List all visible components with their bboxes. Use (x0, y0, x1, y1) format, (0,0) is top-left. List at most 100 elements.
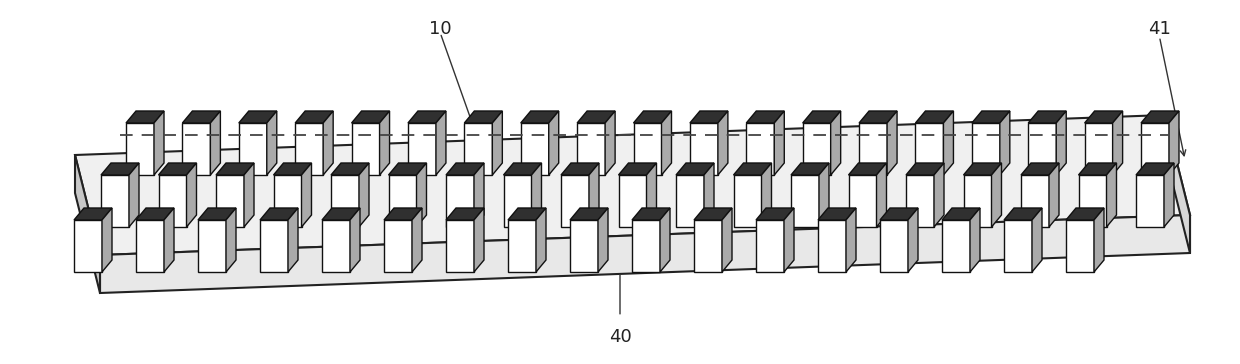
Polygon shape (1141, 111, 1179, 123)
Polygon shape (1004, 208, 1042, 220)
Polygon shape (908, 208, 918, 272)
Polygon shape (322, 208, 360, 220)
Polygon shape (746, 123, 774, 175)
Polygon shape (1094, 208, 1104, 272)
Polygon shape (474, 208, 484, 272)
Polygon shape (661, 111, 672, 175)
Polygon shape (605, 111, 615, 175)
Polygon shape (211, 111, 221, 175)
Polygon shape (301, 163, 311, 227)
Polygon shape (734, 175, 761, 227)
Polygon shape (646, 163, 656, 227)
Polygon shape (1032, 208, 1042, 272)
Polygon shape (446, 220, 474, 272)
Polygon shape (619, 175, 646, 227)
Polygon shape (718, 111, 728, 175)
Polygon shape (570, 220, 598, 272)
Polygon shape (216, 163, 254, 175)
Polygon shape (260, 220, 288, 272)
Polygon shape (464, 123, 492, 175)
Polygon shape (464, 111, 502, 123)
Polygon shape (74, 208, 112, 220)
Polygon shape (689, 111, 728, 123)
Polygon shape (846, 208, 856, 272)
Polygon shape (74, 155, 100, 293)
Polygon shape (198, 208, 236, 220)
Polygon shape (598, 208, 608, 272)
Polygon shape (859, 111, 897, 123)
Polygon shape (676, 163, 714, 175)
Polygon shape (136, 208, 174, 220)
Polygon shape (746, 111, 784, 123)
Polygon shape (521, 123, 549, 175)
Polygon shape (963, 163, 1002, 175)
Text: 40: 40 (609, 328, 631, 345)
Polygon shape (632, 220, 660, 272)
Polygon shape (164, 208, 174, 272)
Polygon shape (352, 111, 389, 123)
Polygon shape (906, 163, 944, 175)
Polygon shape (274, 163, 311, 175)
Polygon shape (503, 163, 542, 175)
Polygon shape (100, 163, 139, 175)
Polygon shape (1028, 123, 1056, 175)
Polygon shape (676, 175, 704, 227)
Text: 41: 41 (1148, 20, 1171, 38)
Polygon shape (963, 175, 992, 227)
Polygon shape (549, 111, 559, 175)
Polygon shape (384, 208, 422, 220)
Polygon shape (1056, 111, 1066, 175)
Polygon shape (589, 163, 599, 227)
Polygon shape (1066, 220, 1094, 272)
Polygon shape (295, 111, 334, 123)
Polygon shape (159, 163, 196, 175)
Polygon shape (508, 220, 536, 272)
Polygon shape (295, 123, 324, 175)
Polygon shape (1112, 111, 1122, 175)
Polygon shape (239, 111, 277, 123)
Polygon shape (267, 111, 277, 175)
Polygon shape (536, 208, 546, 272)
Polygon shape (136, 220, 164, 272)
Polygon shape (818, 220, 846, 272)
Polygon shape (970, 208, 980, 272)
Polygon shape (352, 123, 379, 175)
Polygon shape (999, 111, 1009, 175)
Polygon shape (412, 208, 422, 272)
Polygon shape (942, 220, 970, 272)
Polygon shape (734, 163, 771, 175)
Polygon shape (324, 111, 334, 175)
Polygon shape (102, 208, 112, 272)
Polygon shape (577, 123, 605, 175)
Text: 10: 10 (429, 20, 451, 38)
Polygon shape (784, 208, 794, 272)
Polygon shape (129, 163, 139, 227)
Polygon shape (1085, 123, 1112, 175)
Polygon shape (619, 163, 656, 175)
Polygon shape (802, 123, 831, 175)
Polygon shape (831, 111, 841, 175)
Polygon shape (1136, 163, 1174, 175)
Polygon shape (761, 163, 771, 227)
Polygon shape (915, 111, 954, 123)
Polygon shape (408, 123, 436, 175)
Polygon shape (244, 163, 254, 227)
Polygon shape (1004, 220, 1032, 272)
Polygon shape (100, 175, 129, 227)
Polygon shape (1141, 123, 1169, 175)
Polygon shape (570, 208, 608, 220)
Polygon shape (331, 175, 360, 227)
Polygon shape (906, 175, 934, 227)
Polygon shape (508, 208, 546, 220)
Polygon shape (1085, 111, 1122, 123)
Polygon shape (216, 175, 244, 227)
Polygon shape (288, 208, 298, 272)
Polygon shape (446, 163, 484, 175)
Polygon shape (182, 111, 221, 123)
Polygon shape (942, 208, 980, 220)
Polygon shape (848, 175, 877, 227)
Polygon shape (446, 208, 484, 220)
Polygon shape (1136, 175, 1164, 227)
Polygon shape (532, 163, 542, 227)
Polygon shape (944, 111, 954, 175)
